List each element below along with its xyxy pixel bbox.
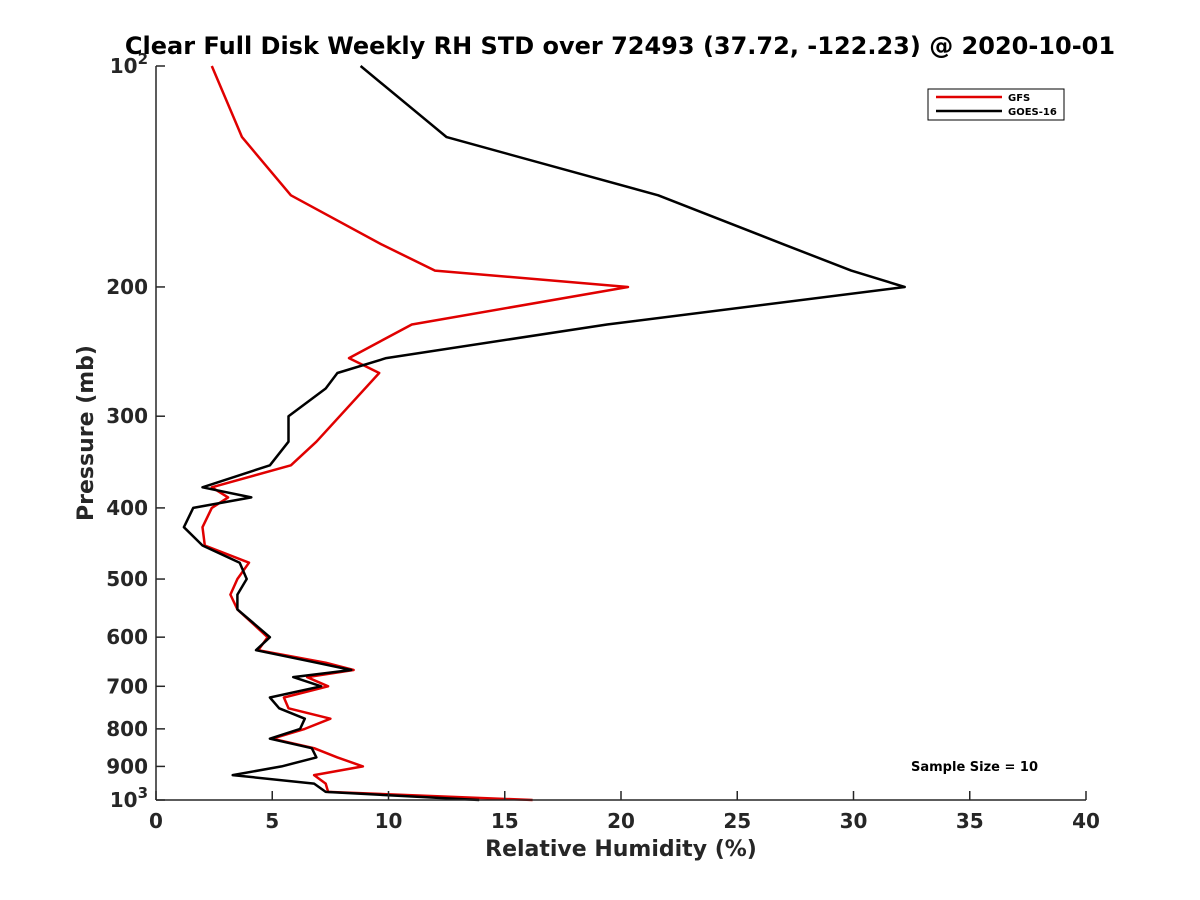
legend-label-goes16: GOES-16 [1008,107,1057,118]
x-tick-label: 0 [149,809,163,833]
y-tick-label: 400 [106,496,148,520]
y-tick-label: 900 [106,754,148,778]
x-axis-title: Relative Humidity (%) [485,837,757,862]
series-line-goes16 [182,65,906,802]
legend-label-gfs: GFS [1008,93,1030,104]
x-tick-label: 30 [840,809,868,833]
x-tick-label: 20 [607,809,635,833]
y-axis-title: Pressure (mb) [74,345,99,521]
legend-box [927,88,1065,121]
y-tick-label: 800 [106,717,148,741]
y-axis-ticks: 102 200 300 400 500 600 700 800 900 103 [106,50,165,812]
series-layer [182,65,906,802]
y-tick-label: 600 [106,625,148,649]
x-tick-label: 40 [1072,809,1100,833]
legend: GFS GOES-16 [927,88,1065,121]
x-tick-label: 15 [491,809,519,833]
x-axis-ticks: 0 5 10 15 20 25 30 35 40 [149,791,1100,833]
y-tick-label: 700 [106,674,148,698]
x-tick-label: 25 [723,809,751,833]
chart-title: Clear Full Disk Weekly RH STD over 72493… [125,32,1115,60]
x-tick-label: 5 [265,809,279,833]
y-tick-label: 500 [106,567,148,591]
y-tick-label: 300 [106,404,148,428]
plot-area: 0 5 10 15 20 25 30 35 40 102 200 300 400 500 600 700 80… [106,50,1100,833]
y-tick-label: 200 [106,275,148,299]
y-tick-label: 103 [110,784,148,812]
x-tick-label: 35 [956,809,984,833]
y-tick-label: 102 [110,50,148,78]
sample-size-annotation: Sample Size = 10 [911,760,1038,775]
x-tick-label: 10 [375,809,403,833]
